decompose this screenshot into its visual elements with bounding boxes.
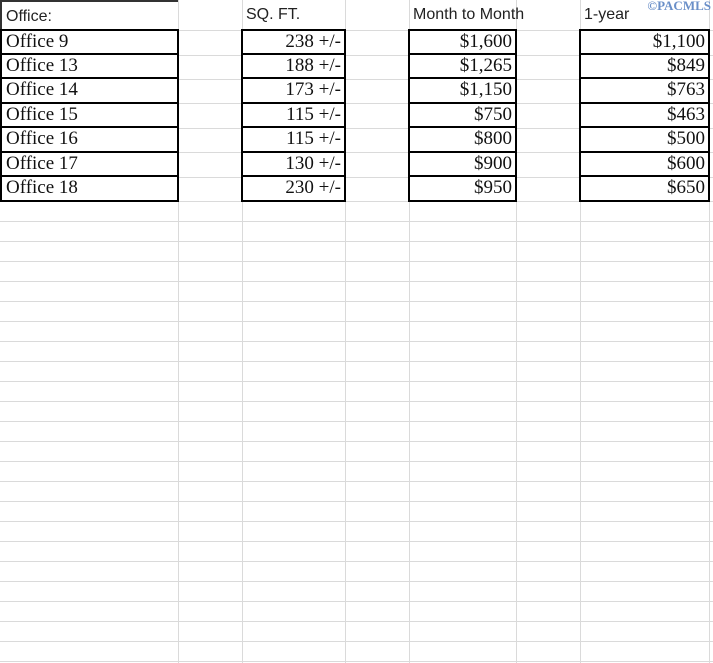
cell-one-year[interactable]: $650: [579, 175, 710, 202]
column-gridline: [516, 0, 517, 663]
row-gridline: [0, 601, 713, 602]
row-gridline: [0, 103, 713, 104]
cell-month-to-month[interactable]: $1,265: [408, 53, 517, 79]
column-gridline: [709, 0, 710, 663]
row-gridline: [0, 381, 713, 382]
header-one-year[interactable]: 1-year: [584, 6, 630, 23]
cell-sqft[interactable]: 115 +/-: [241, 102, 346, 128]
cell-one-year[interactable]: $1,100: [579, 29, 710, 55]
row-gridline: [0, 521, 713, 522]
column-gridline: [242, 0, 243, 663]
row-gridline: [0, 421, 713, 422]
cell-one-year[interactable]: $849: [579, 53, 710, 79]
cell-month-to-month[interactable]: $950: [408, 175, 517, 202]
cell-office[interactable]: Office 14: [0, 77, 179, 104]
column-gridline: [345, 0, 346, 663]
row-gridline: [0, 79, 713, 80]
row-gridline: [0, 481, 713, 482]
row-gridline: [0, 221, 713, 222]
row-gridline: [0, 177, 713, 178]
watermark: ©PACMLS: [647, 0, 711, 13]
cell-office[interactable]: Office 18: [0, 175, 179, 202]
cell-one-year[interactable]: $500: [579, 126, 710, 153]
column-gridline: [409, 0, 410, 663]
cell-sqft[interactable]: 173 +/-: [241, 77, 346, 104]
cell-one-year[interactable]: $600: [579, 151, 710, 177]
cell-office[interactable]: Office 13: [0, 53, 179, 79]
cell-office[interactable]: Office 15: [0, 102, 179, 128]
column-gridline: [580, 0, 581, 663]
row-gridline: [0, 541, 713, 542]
row-gridline: [0, 128, 713, 129]
row-gridline: [0, 55, 713, 56]
header-month-to-month[interactable]: Month to Month: [413, 6, 525, 23]
row-gridline: [0, 261, 713, 262]
cell-month-to-month[interactable]: $800: [408, 126, 517, 153]
cell-month-to-month[interactable]: $900: [408, 151, 517, 177]
header-sqft[interactable]: SQ. FT.: [246, 6, 301, 23]
row-gridline: [0, 281, 713, 282]
row-gridline: [0, 581, 713, 582]
row-gridline: [0, 241, 713, 242]
row-gridline: [0, 621, 713, 622]
row-gridline: [0, 401, 713, 402]
row-gridline: [0, 321, 713, 322]
row-gridline: [0, 30, 713, 31]
row-gridline: [0, 561, 713, 562]
cell-sqft[interactable]: 230 +/-: [241, 175, 346, 202]
cell-sqft[interactable]: 115 +/-: [241, 126, 346, 153]
cell-office[interactable]: Office 17: [0, 151, 179, 177]
row-gridline: [0, 501, 713, 502]
row-gridline: [0, 301, 713, 302]
cell-month-to-month[interactable]: $750: [408, 102, 517, 128]
column-gridline: [178, 0, 179, 663]
cell-month-to-month[interactable]: $1,150: [408, 77, 517, 104]
cell-month-to-month[interactable]: $1,600: [408, 29, 517, 55]
cell-office[interactable]: Office 9: [0, 29, 179, 55]
row-gridline: [0, 201, 713, 202]
row-gridline: [0, 361, 713, 362]
cell-sqft[interactable]: 130 +/-: [241, 151, 346, 177]
cell-one-year[interactable]: $463: [579, 102, 710, 128]
cell-office[interactable]: Office 16: [0, 126, 179, 153]
row-gridline: [0, 152, 713, 153]
cell-sqft[interactable]: 238 +/-: [241, 29, 346, 55]
row-gridline: [0, 441, 713, 442]
cell-one-year[interactable]: $763: [579, 77, 710, 104]
row-gridline: [0, 641, 713, 642]
header-office[interactable]: Office:: [0, 0, 178, 30]
row-gridline: [0, 341, 713, 342]
row-gridline: [0, 461, 713, 462]
row-gridline: [0, 661, 713, 662]
cell-sqft[interactable]: 188 +/-: [241, 53, 346, 79]
